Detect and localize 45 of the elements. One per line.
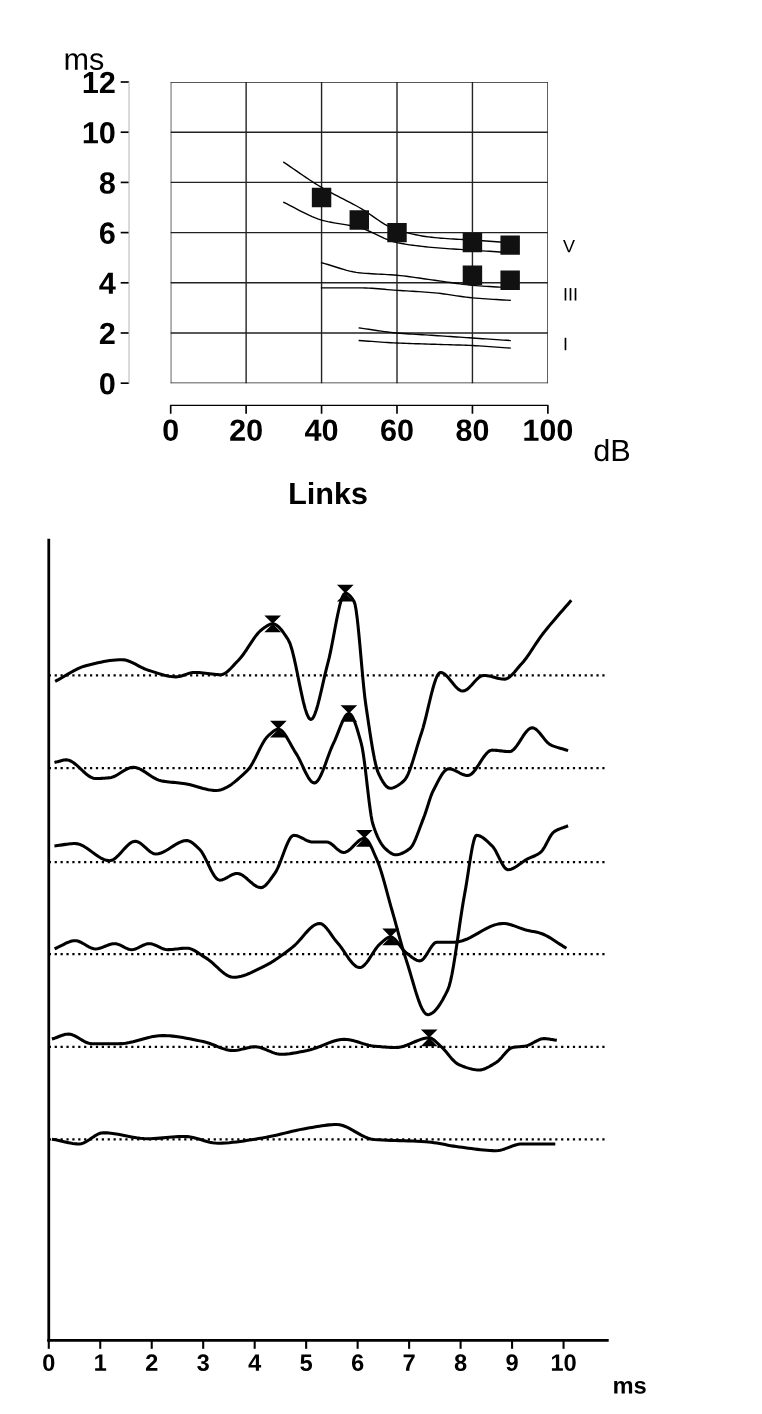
y-tick-label: 0 (100, 372, 115, 395)
x-tick-label: 6 (351, 1354, 364, 1372)
point (349, 210, 370, 230)
point (382, 928, 399, 946)
text: I (564, 337, 567, 351)
x-tick-label: 60 (381, 419, 413, 442)
point (500, 270, 520, 291)
x-tick-label: 8 (454, 1354, 467, 1372)
point (356, 829, 373, 847)
x-tick-label: 9 (506, 1354, 518, 1372)
point (311, 187, 332, 208)
x-tick-label: 3 (197, 1354, 209, 1372)
x-tick-label: 80 (456, 419, 489, 442)
x-tick-label: 10 (551, 1354, 576, 1372)
y-tick-label: 6 (99, 222, 115, 244)
point (462, 232, 483, 253)
point (387, 222, 407, 243)
y-tick-label: 12 (83, 71, 115, 94)
x-tick-label: 7 (403, 1354, 415, 1371)
text: V (563, 239, 575, 253)
x-tick-label: 1 (95, 1354, 107, 1371)
y-tick-label: 4 (99, 272, 116, 294)
x-axis-title: dB (594, 438, 630, 462)
point (270, 720, 287, 738)
x-tick-label: 4 (248, 1354, 262, 1371)
point (264, 615, 282, 633)
point (336, 584, 354, 602)
y-tick-label: 10 (83, 121, 115, 144)
x-tick-label: 20 (230, 419, 262, 442)
x-tick-label: 0 (163, 419, 178, 442)
point (462, 265, 483, 285)
point (500, 235, 520, 255)
point (340, 705, 358, 722)
y-axis-title: ms (65, 53, 104, 70)
x-tick-label: 2 (145, 1354, 158, 1371)
chart-title: Links (290, 481, 367, 505)
x-tick-label: 40 (305, 419, 338, 442)
x-tick-label: 5 (300, 1354, 313, 1372)
y-tick-label: 8 (99, 172, 115, 194)
x-axis-title: ms (614, 1380, 646, 1394)
y-tick-label: 2 (99, 322, 115, 345)
x-tick-label: 0 (43, 1354, 55, 1372)
text: III (564, 288, 577, 301)
x-tick-label: 100 (524, 419, 573, 442)
point (420, 1029, 438, 1047)
